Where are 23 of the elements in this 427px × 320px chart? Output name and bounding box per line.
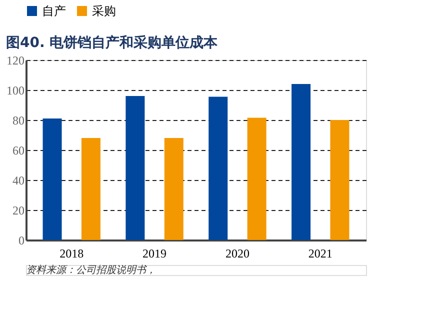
x-tick-label: 2020: [225, 246, 250, 260]
bar: [208, 96, 228, 240]
x-tick-label: 2019: [142, 246, 167, 260]
bar: [330, 120, 350, 240]
bar: [164, 138, 184, 240]
x-tick-label: 2021: [308, 246, 332, 260]
y-tick-label: 100: [6, 84, 24, 98]
y-tick-label: 120: [6, 54, 24, 68]
bar: [42, 118, 62, 240]
y-tick-label: 40: [12, 174, 24, 188]
y-tick-label: 60: [12, 144, 24, 158]
chart-title: 图40. 电饼铛自产和采购单位成本: [6, 34, 219, 51]
legend-label: 采购: [92, 4, 116, 18]
bar: [292, 84, 311, 240]
bar: [126, 96, 145, 240]
text: 资料来源：公司招股说明书，: [26, 264, 156, 276]
y-tick-label: 0: [18, 234, 24, 248]
y-tick-label: 20: [12, 204, 24, 218]
legend-label: 自产: [42, 4, 66, 18]
bar: [247, 118, 266, 240]
y-tick-label: 80: [12, 114, 24, 128]
x-tick-label: 2018: [60, 246, 84, 260]
bar: [81, 138, 100, 240]
